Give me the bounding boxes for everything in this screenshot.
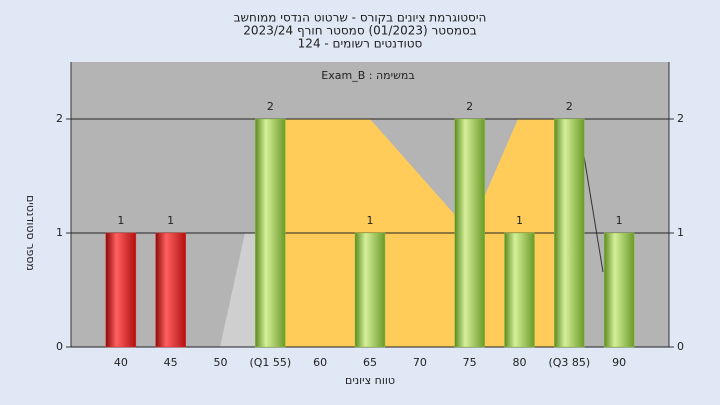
bar <box>354 232 386 348</box>
y-axis-label: מספר סטודנטים <box>24 195 37 271</box>
value-label: 1 <box>117 214 124 227</box>
title-line: בסמסטר (01/2023) סמסטר חורף 2023/24 <box>243 24 476 38</box>
value-label: 1 <box>616 214 623 227</box>
x-tick-label: 75 <box>463 356 477 369</box>
x-tick-label: (Q3 85) <box>548 356 590 369</box>
value-label: 2 <box>566 100 573 113</box>
y2-tick-label: 2 <box>677 112 684 125</box>
bar <box>554 118 585 348</box>
bar <box>255 118 286 348</box>
annotation: במשימה : Exam_B <box>321 69 414 82</box>
value-label: 2 <box>466 100 473 113</box>
value-label: 1 <box>516 214 523 227</box>
y2-tick-label: 0 <box>677 340 684 353</box>
bar <box>603 232 635 348</box>
shade <box>220 233 258 347</box>
title-line: היסטוגרמת ציונים בקורס - שרטוט הנדסי ממו… <box>234 11 487 25</box>
x-tick-label: 45 <box>164 356 178 369</box>
value-label: 2 <box>267 100 274 113</box>
y-tick-label: 1 <box>56 226 63 239</box>
x-tick-label: 80 <box>513 356 527 369</box>
x-axis-label: טווח ציונים <box>345 374 395 387</box>
bar <box>504 232 535 348</box>
bar <box>155 232 186 348</box>
value-label: 1 <box>167 214 174 227</box>
y2-tick-label: 1 <box>677 226 684 239</box>
bar <box>454 118 485 348</box>
x-tick-label: 65 <box>363 356 377 369</box>
x-tick-label: 40 <box>114 356 128 369</box>
x-tick-label: 90 <box>612 356 626 369</box>
bar <box>105 232 137 348</box>
x-tick-label: 50 <box>214 356 228 369</box>
y-tick-label: 2 <box>56 112 63 125</box>
x-tick-label: 60 <box>313 356 327 369</box>
x-tick-label: (Q1 55) <box>249 356 291 369</box>
x-tick-label: 70 <box>413 356 427 369</box>
y-tick-label: 0 <box>56 340 63 353</box>
decor-line <box>582 149 604 273</box>
value-label: 1 <box>367 214 374 227</box>
title-line: סטודנטים רשומים - 124 <box>298 37 423 51</box>
